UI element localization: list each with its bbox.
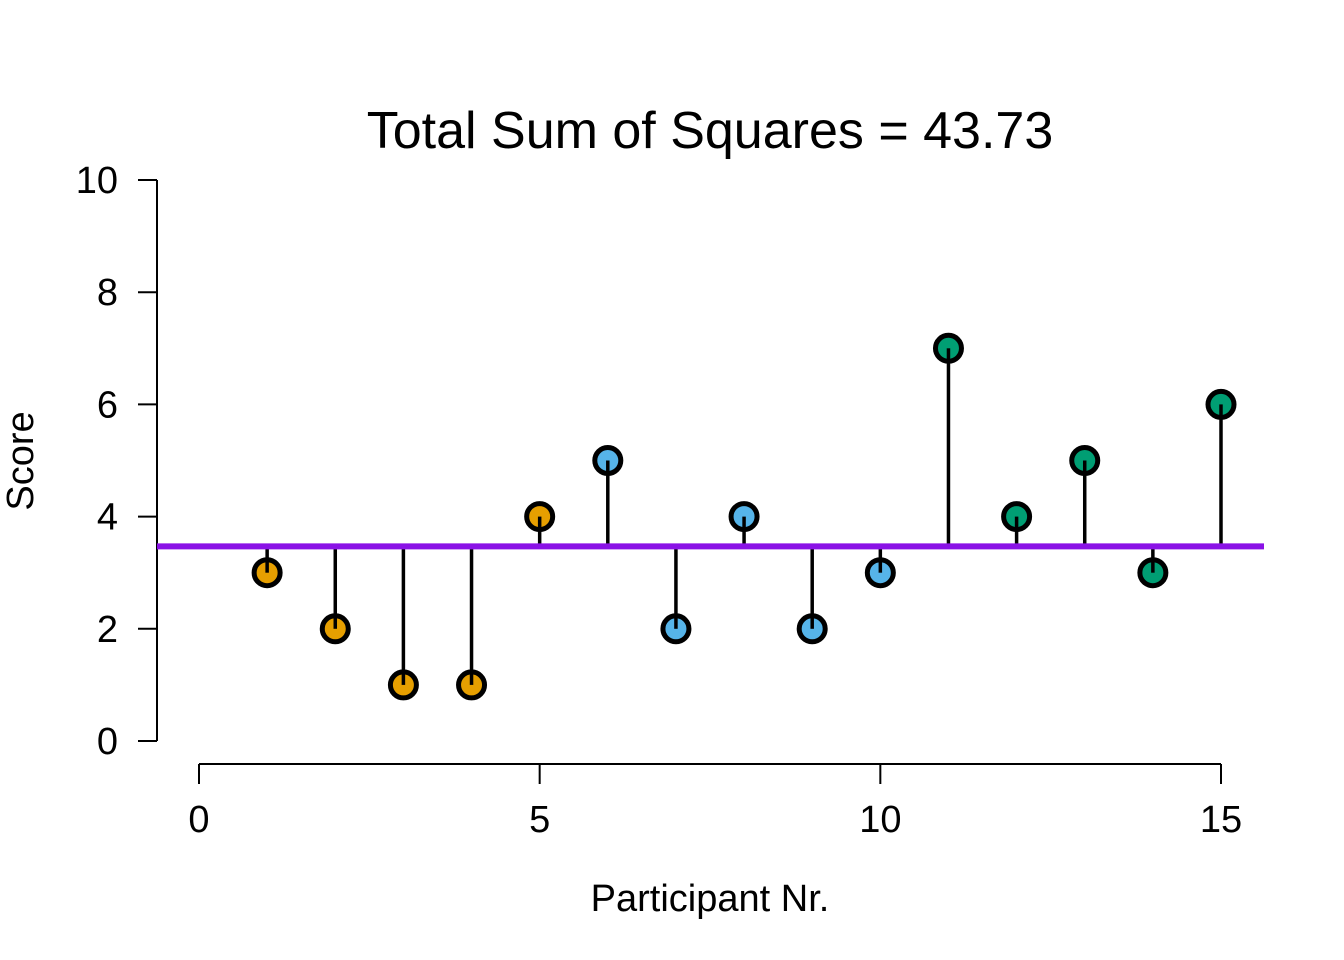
- x-tick-label: 5: [529, 799, 550, 841]
- data-points: [251, 332, 1237, 701]
- y-tick-label: 8: [97, 272, 118, 314]
- y-axis-label: Score: [0, 411, 42, 510]
- y-tick-label: 2: [97, 609, 118, 651]
- x-tick-label: 10: [859, 799, 901, 841]
- x-axis: 0 5 10 15: [188, 763, 1242, 841]
- chart-title: Total Sum of Squares = 43.73: [367, 102, 1054, 160]
- x-tick-label: 15: [1200, 799, 1242, 841]
- y-axis: 0 2 4 6 8 10: [76, 160, 158, 763]
- y-tick-label: 0: [97, 721, 118, 763]
- y-tick-label: 10: [76, 160, 118, 202]
- x-tick-label: 0: [188, 799, 209, 841]
- x-axis-label: Participant Nr.: [591, 878, 830, 920]
- y-tick-label: 4: [97, 497, 118, 539]
- y-tick-label: 6: [97, 384, 118, 426]
